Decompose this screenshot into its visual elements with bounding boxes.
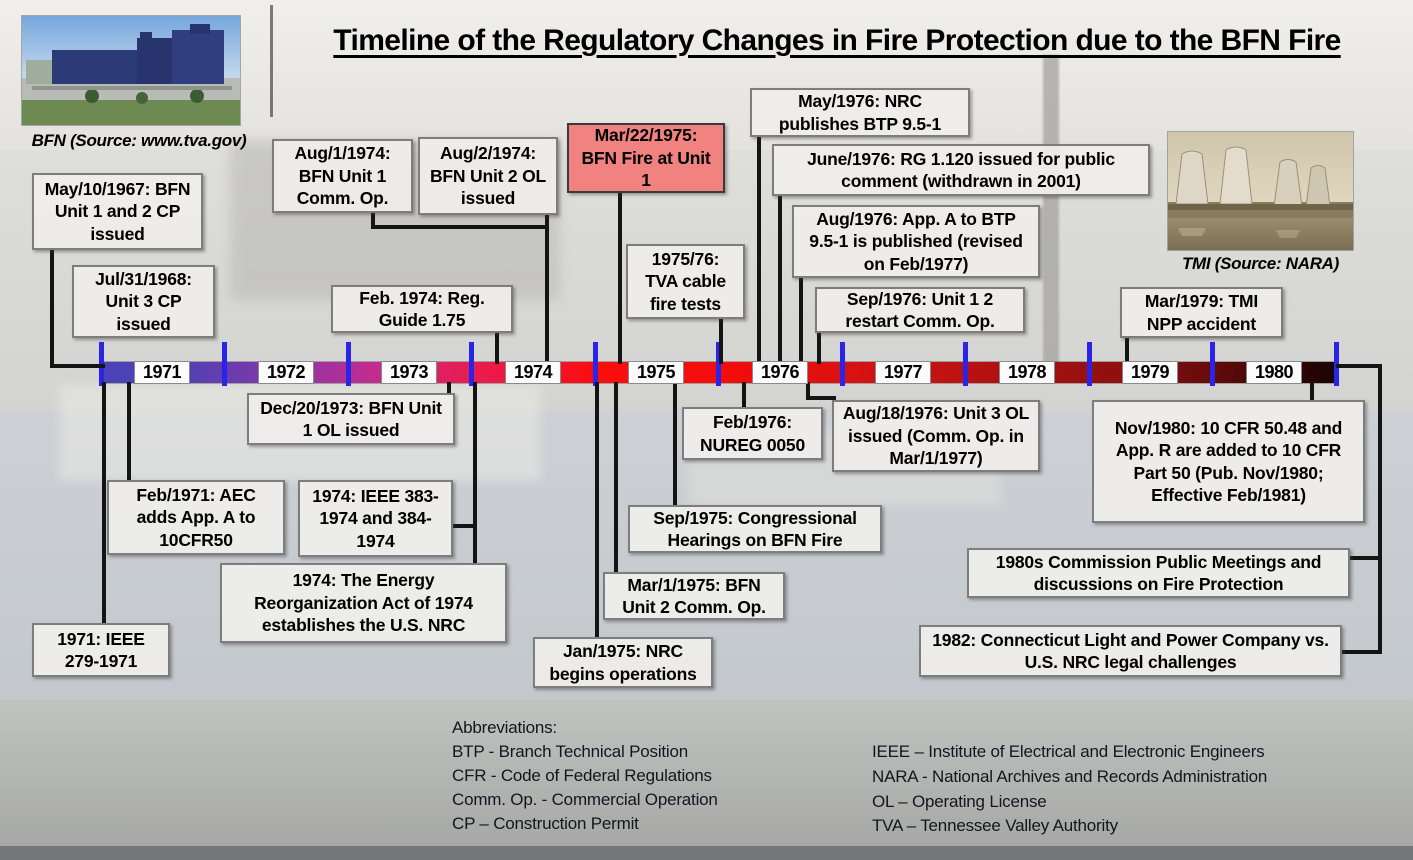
background-photo-edge	[0, 846, 1413, 860]
year-tick	[1087, 342, 1092, 386]
bfn-photo	[22, 16, 240, 125]
year-tick	[840, 342, 845, 386]
event-box-1968-unit3-cp: Jul/31/1968: Unit 3 CP issued	[72, 265, 215, 338]
year-label-1980: 1980	[1246, 361, 1302, 384]
abbreviations-heading: Abbreviations:	[452, 718, 557, 737]
abbreviation-btp: BTP - Branch Technical Position	[452, 742, 689, 761]
event-box-1974-unit1-commop: Aug/1/1974: BFN Unit 1 Comm. Op.	[272, 139, 413, 213]
year-label-1976: 1976	[752, 361, 808, 384]
event-box-1976-restart: Sep/1976: Unit 1 2 restart Comm. Op.	[815, 287, 1025, 333]
year-label-1979: 1979	[1122, 361, 1178, 384]
connector-line	[757, 136, 761, 364]
connector-line	[1340, 650, 1380, 654]
year-tick	[469, 342, 474, 386]
event-box-1975-hearings: Sep/1975: Congressional Hearings on BFN …	[628, 505, 882, 553]
year-tick	[222, 342, 227, 386]
event-box-1975-unit2-commop: Mar/1/1975: BFN Unit 2 Comm. Op.	[603, 572, 785, 620]
event-box-1976-rg1120: June/1976: RG 1.120 issued for public co…	[772, 144, 1150, 196]
event-box-1975-nrc-begins: Jan/1975: NRC begins operations	[533, 637, 713, 688]
page-title: Timeline of the Regulatory Changes in Fi…	[333, 24, 1341, 57]
abbreviation-tva: TVA – Tennessee Valley Authority	[872, 816, 1118, 835]
connector-line	[545, 214, 549, 364]
connector-line	[817, 331, 821, 364]
year-tick	[1210, 342, 1215, 386]
connector-line	[451, 524, 477, 528]
abbreviation-ol: OL – Operating License	[872, 792, 1047, 811]
event-box-1982-legal: 1982: Connecticut Light and Power Compan…	[919, 625, 1342, 677]
tmi-plant-illustration	[1168, 132, 1353, 250]
connector-line	[719, 317, 723, 364]
connector-line	[127, 382, 131, 480]
connector-line	[614, 382, 618, 572]
event-box-1974-energy-act: 1974: The Energy Reorganization Act of 1…	[220, 563, 507, 643]
connector-line	[1310, 382, 1314, 400]
year-label-1972: 1972	[258, 361, 314, 384]
tmi-photo	[1168, 132, 1353, 250]
year-label-1973: 1973	[381, 361, 437, 384]
bfn-plant-illustration	[22, 16, 240, 125]
connector-line	[473, 382, 477, 565]
year-label-1974: 1974	[505, 361, 561, 384]
event-box-1967-cp: May/10/1967: BFN Unit 1 and 2 CP issued	[32, 173, 203, 250]
year-label-1971: 1971	[134, 361, 190, 384]
event-box-1976-appa-btp: Aug/1976: App. A to BTP 9.5-1 is publish…	[792, 205, 1040, 278]
year-label-1975: 1975	[628, 361, 684, 384]
connector-line	[1125, 337, 1129, 364]
event-box-1980s-meetings: 1980s Commission Public Meetings and dis…	[967, 548, 1350, 598]
event-box-bfn-fire: Mar/22/1975: BFN Fire at Unit 1	[567, 123, 725, 193]
year-tick	[593, 342, 598, 386]
event-box-tva-cable-tests: 1975/76: TVA cable fire tests	[626, 244, 745, 319]
event-box-1976-nureg0050: Feb/1976: NUREG 0050	[682, 407, 823, 460]
tmi-photo-caption: TMI (Source: NARA)	[1181, 254, 1340, 273]
abbreviation-cfr: CFR - Code of Federal Regulations	[452, 766, 712, 785]
event-box-1976-unit3-ol: Aug/18/1976: Unit 3 OL issued (Comm. Op.…	[832, 400, 1040, 472]
abbreviation-commop: Comm. Op. - Commercial Operation	[452, 790, 718, 809]
event-box-1973-unit1-ol: Dec/20/1973: BFN Unit 1 OL issued	[247, 393, 455, 445]
connector-line	[495, 331, 499, 364]
year-label-1977: 1977	[875, 361, 931, 384]
abbreviation-cp: CP – Construction Permit	[452, 814, 639, 833]
connector-line	[595, 382, 599, 637]
event-box-1976-btp951: May/1976: NRC publishes BTP 9.5-1	[750, 88, 970, 137]
connector-line	[371, 225, 549, 229]
year-tick	[346, 342, 351, 386]
event-box-1971-aec-appa: Feb/1971: AEC adds App. A to 10CFR50	[107, 480, 285, 555]
connector-line	[50, 364, 105, 368]
event-box-1971-ieee-279: 1971: IEEE 279-1971	[32, 623, 170, 677]
abbreviation-ieee: IEEE – Institute of Electrical and Elect…	[872, 742, 1265, 761]
connector-line	[50, 250, 54, 368]
connector-line	[799, 277, 803, 364]
connector-line	[618, 192, 622, 364]
connector-line	[1378, 364, 1382, 654]
background-pole	[270, 5, 273, 117]
connector-line	[778, 195, 782, 364]
year-tick	[963, 342, 968, 386]
connector-line	[1348, 556, 1380, 560]
connector-line	[1336, 364, 1382, 368]
year-label-1978: 1978	[999, 361, 1055, 384]
event-box-1974-reg-guide: Feb. 1974: Reg. Guide 1.75	[331, 285, 513, 333]
abbreviation-nara: NARA - National Archives and Records Adm…	[872, 767, 1268, 786]
event-box-1980-10cfr5048: Nov/1980: 10 CFR 50.48 and App. R are ad…	[1092, 400, 1365, 523]
event-box-1974-ieee-383-384: 1974: IEEE 383-1974 and 384-1974	[298, 480, 453, 557]
connector-line	[673, 382, 677, 505]
connector-line	[742, 382, 746, 408]
connector-line	[102, 382, 106, 623]
event-box-1979-tmi: Mar/1979: TMI NPP accident	[1120, 287, 1283, 338]
bfn-photo-caption: BFN (Source: www.tva.gov)	[31, 131, 247, 150]
background-chimney	[1043, 55, 1059, 365]
event-box-1974-unit2-ol: Aug/2/1974: BFN Unit 2 OL issued	[418, 137, 558, 215]
